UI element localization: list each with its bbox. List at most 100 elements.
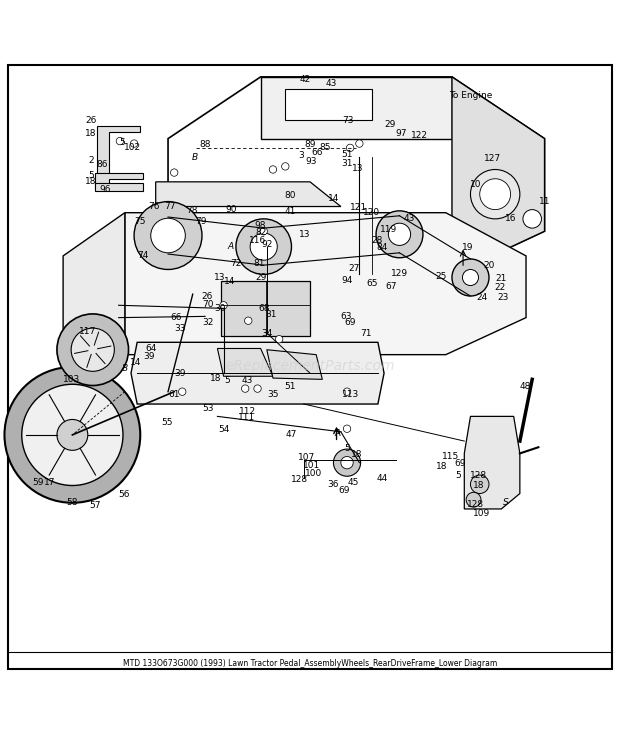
Text: 61: 61 — [169, 390, 180, 399]
Text: 84: 84 — [376, 244, 388, 252]
Text: 56: 56 — [118, 490, 130, 499]
Circle shape — [269, 166, 277, 173]
Circle shape — [388, 223, 410, 245]
Text: B: B — [122, 364, 128, 374]
Text: 5: 5 — [344, 444, 350, 453]
Polygon shape — [205, 361, 304, 392]
Text: 81: 81 — [254, 259, 265, 268]
Circle shape — [179, 388, 186, 396]
Circle shape — [71, 328, 114, 371]
Circle shape — [130, 140, 138, 148]
Polygon shape — [97, 126, 140, 175]
Circle shape — [356, 140, 363, 148]
Circle shape — [341, 457, 353, 469]
Text: 86: 86 — [96, 160, 108, 169]
Circle shape — [471, 170, 520, 219]
Text: 101: 101 — [303, 461, 320, 470]
Text: 75: 75 — [135, 217, 146, 227]
Text: 39: 39 — [175, 368, 186, 378]
Circle shape — [250, 233, 277, 261]
Text: 69: 69 — [454, 459, 466, 468]
Polygon shape — [260, 77, 452, 139]
Circle shape — [151, 218, 185, 252]
Text: B: B — [192, 153, 198, 161]
Text: 36: 36 — [328, 480, 339, 489]
Text: 14: 14 — [224, 277, 236, 286]
Text: 127: 127 — [484, 154, 500, 163]
Polygon shape — [95, 183, 143, 191]
Text: 48: 48 — [519, 382, 531, 391]
Circle shape — [466, 493, 481, 507]
Text: 2: 2 — [88, 156, 94, 164]
Text: 103: 103 — [63, 375, 80, 384]
Polygon shape — [218, 349, 273, 377]
Text: 43: 43 — [403, 214, 414, 223]
Polygon shape — [285, 90, 372, 120]
Text: 90: 90 — [226, 205, 237, 214]
Text: 54: 54 — [218, 426, 229, 435]
Text: 13: 13 — [299, 230, 311, 239]
Text: 18: 18 — [85, 129, 97, 138]
Text: 73: 73 — [342, 116, 354, 125]
Text: 115: 115 — [442, 452, 459, 461]
Text: 122: 122 — [411, 131, 428, 140]
Text: 32: 32 — [203, 318, 214, 327]
Text: 11: 11 — [539, 197, 551, 206]
Circle shape — [22, 385, 123, 485]
Text: 88: 88 — [199, 140, 211, 149]
Text: 23: 23 — [497, 294, 509, 302]
Circle shape — [281, 163, 289, 170]
Circle shape — [523, 210, 541, 228]
Text: 119: 119 — [381, 225, 397, 234]
Text: 5: 5 — [88, 171, 94, 180]
Circle shape — [347, 144, 354, 152]
Text: 94: 94 — [342, 276, 353, 285]
Text: 18: 18 — [436, 462, 447, 471]
Text: 18: 18 — [350, 450, 362, 459]
Text: 70: 70 — [202, 299, 214, 308]
Text: 24: 24 — [476, 294, 487, 302]
Text: 93: 93 — [306, 157, 317, 166]
Circle shape — [452, 259, 489, 296]
Text: 17: 17 — [44, 478, 55, 487]
Text: 14: 14 — [328, 194, 339, 203]
Text: 43: 43 — [326, 79, 337, 87]
Text: 79: 79 — [195, 217, 206, 227]
Text: A: A — [335, 429, 341, 437]
Text: 97: 97 — [396, 129, 407, 138]
Text: 116: 116 — [249, 236, 266, 245]
Text: 66: 66 — [170, 313, 182, 322]
Text: 3: 3 — [298, 150, 304, 160]
Polygon shape — [452, 77, 544, 275]
Text: 44: 44 — [376, 473, 388, 482]
Text: 66: 66 — [312, 148, 323, 156]
Polygon shape — [95, 172, 143, 188]
Text: 107: 107 — [298, 453, 316, 462]
Circle shape — [334, 449, 361, 476]
Text: 102: 102 — [124, 143, 141, 153]
Text: 129: 129 — [391, 269, 408, 277]
Text: 5: 5 — [455, 470, 461, 479]
Text: 16: 16 — [505, 214, 516, 223]
Text: 109: 109 — [473, 509, 490, 518]
Text: 69: 69 — [338, 486, 350, 495]
Text: 96: 96 — [99, 185, 111, 194]
Text: 112: 112 — [239, 407, 255, 416]
Text: 30: 30 — [215, 304, 226, 313]
Circle shape — [244, 317, 252, 324]
Polygon shape — [131, 342, 384, 404]
Text: A: A — [228, 242, 234, 251]
Circle shape — [275, 335, 283, 343]
Text: 29: 29 — [255, 273, 267, 282]
Text: 51: 51 — [341, 150, 353, 159]
Text: 10: 10 — [470, 181, 481, 189]
Text: 28: 28 — [371, 236, 383, 245]
Text: 20: 20 — [484, 261, 495, 269]
Text: 57: 57 — [89, 501, 101, 510]
Text: 34: 34 — [261, 329, 272, 338]
Text: 78: 78 — [186, 206, 197, 215]
Polygon shape — [125, 213, 526, 355]
Text: 35: 35 — [267, 390, 279, 399]
Text: 5: 5 — [224, 376, 229, 385]
Text: 43: 43 — [241, 376, 253, 385]
